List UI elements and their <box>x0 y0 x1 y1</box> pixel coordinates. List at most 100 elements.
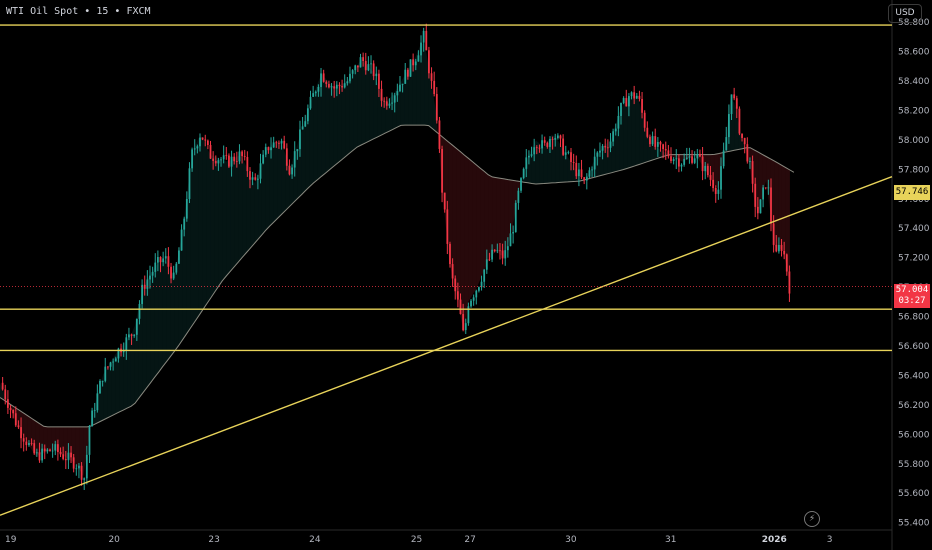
candle-body <box>628 96 630 107</box>
candle-body <box>291 167 293 175</box>
ma-fill-segment <box>337 84 342 164</box>
ma-fill-segment <box>329 82 334 170</box>
time-tick-label: 27 <box>464 535 475 545</box>
price-axis[interactable]: 58.80058.60058.40058.20058.00057.80057.6… <box>898 18 930 529</box>
candle-body <box>333 86 336 89</box>
candle-body <box>101 380 104 382</box>
candle-body <box>180 229 183 251</box>
ma-fill-segment <box>119 344 124 413</box>
ma-fill-segment <box>627 95 632 169</box>
candle-body <box>149 275 151 280</box>
candle-body <box>30 442 33 444</box>
candle-body <box>364 60 367 71</box>
ma-fill-segment <box>722 136 727 163</box>
candle-body <box>630 92 633 97</box>
candle-body <box>464 323 467 331</box>
candle-body <box>20 427 22 439</box>
candle-body <box>404 69 407 84</box>
candle-body <box>249 171 251 180</box>
candle-body <box>170 266 172 279</box>
candle-body <box>530 154 533 156</box>
candle-body <box>506 246 509 251</box>
candle-body <box>478 287 480 291</box>
candle-body <box>130 334 133 336</box>
candle-body <box>599 150 601 153</box>
ma-fill-segment <box>512 180 517 231</box>
candle-body <box>614 128 617 132</box>
ma-fill-segment <box>103 367 108 421</box>
candle-body <box>543 140 546 143</box>
candle-body <box>546 142 549 147</box>
candle-body <box>159 257 162 263</box>
ma-fill-segment <box>428 67 433 129</box>
candle-body <box>485 259 488 270</box>
candle-body <box>59 451 62 455</box>
candle-body <box>493 249 496 252</box>
candle-body <box>501 250 504 259</box>
candle-body <box>567 152 570 154</box>
candle-body <box>443 192 446 210</box>
ma-fill-segment <box>623 98 628 170</box>
ma-fill-segment <box>361 58 366 146</box>
candle-body <box>420 42 422 56</box>
candle-body <box>422 30 425 43</box>
header-sep: • <box>114 6 121 17</box>
candle-body <box>749 161 751 162</box>
ma-fill-segment <box>412 53 417 126</box>
ma-fill-segment <box>115 349 120 415</box>
time-tick-label: 20 <box>108 535 120 545</box>
candle-body <box>472 297 475 301</box>
candle-body <box>462 314 465 331</box>
candle-body <box>435 94 438 121</box>
candle-body <box>688 156 691 158</box>
candle-body <box>225 155 228 157</box>
candle-body <box>714 187 717 194</box>
candle-body <box>1 382 4 390</box>
candle-body <box>743 137 746 145</box>
candle-body <box>575 163 578 177</box>
candle-body <box>756 206 759 214</box>
candle-body <box>788 271 791 294</box>
candle-body <box>75 468 78 470</box>
candle-body <box>233 156 236 162</box>
flash-icon[interactable]: ⚡ <box>804 511 820 527</box>
ma-fill-segment <box>218 158 223 287</box>
candle-body <box>301 126 304 130</box>
candle-body <box>396 91 399 96</box>
candle-body <box>641 98 643 113</box>
ma-fill-segment <box>563 150 568 183</box>
candle-body <box>96 393 99 411</box>
ma-fill-segment <box>452 145 457 298</box>
candle-body <box>306 108 309 122</box>
moving-average-line <box>0 124 795 428</box>
price-tick-label: 55.600 <box>898 489 930 499</box>
candle-body <box>22 438 25 442</box>
candle-body <box>583 177 586 181</box>
ma-fill-segment <box>273 141 278 222</box>
candle-body <box>706 165 709 176</box>
currency-button[interactable]: USD <box>888 4 922 23</box>
ma-fill-segment <box>289 156 294 207</box>
candle-body <box>72 457 75 469</box>
candle-body <box>212 158 215 161</box>
ma-fill-segment <box>154 262 159 378</box>
candle-body <box>720 166 722 190</box>
candle-body <box>717 189 720 194</box>
ma-fill-segment <box>357 58 362 148</box>
header-sep: • <box>84 6 91 17</box>
ma-fill-segment <box>496 177 501 255</box>
candle-body <box>314 91 317 94</box>
candle-body <box>417 55 420 62</box>
price-tick-label: 56.200 <box>898 401 930 411</box>
candle-body <box>780 245 783 251</box>
candle-body <box>83 478 86 480</box>
time-axis[interactable]: 19 20 23 24 25 27 30 31 2026 3 <box>5 535 832 545</box>
candle-body <box>562 138 565 155</box>
ma-fill-segment <box>325 78 330 174</box>
ma-fill-segment <box>254 173 259 244</box>
candle-body <box>683 158 686 165</box>
drawn-levels[interactable] <box>0 24 893 516</box>
interval-label: 15 <box>96 6 109 17</box>
candle-body <box>156 257 159 263</box>
